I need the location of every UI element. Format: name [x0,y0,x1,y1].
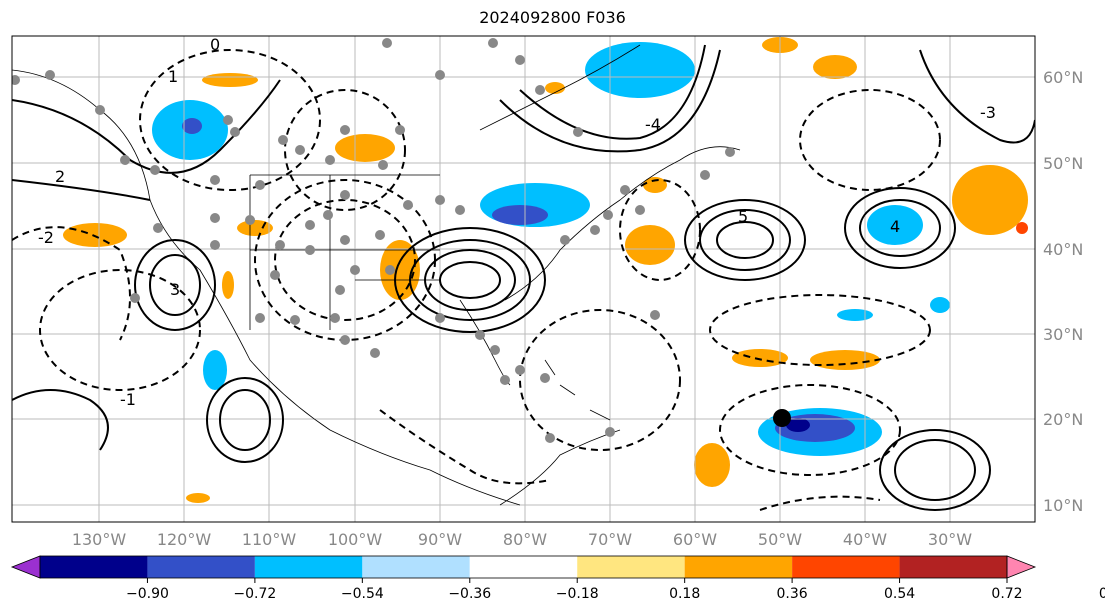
lon-label: 60°W [673,530,717,549]
shade-orange-east [952,165,1028,235]
colorbar-segment [684,556,793,578]
shade-orange-north [545,82,565,94]
shade-blue-mid [837,309,873,321]
contour-label: 3 [170,280,180,299]
colorbar-segment [469,556,578,578]
colorbar-tick-label: 0.36 [777,586,808,602]
colorbar-segment [577,556,685,578]
colorbar-ticks: −0.90 −0.72 −0.54 −0.36 −0.18 0.18 0.36 0.54 0.7… [126,578,1105,602]
contours-positive [12,44,1035,511]
contour-label: 1 [168,67,178,86]
contour-label: 4 [890,217,900,236]
shade-orange-nw [202,73,258,87]
colorbar-segment [362,556,470,578]
lon-label: 100°W [328,530,383,549]
colorbar-tick-label: −0.36 [448,586,491,602]
lon-label: 120°W [157,530,212,549]
shade-orange-sw [222,271,234,299]
contours-negative [12,49,941,511]
shade-blue-mid2 [930,297,950,313]
lon-axis: 130°W 120°W 110°W 100°W 90°W 80°W 70°W 6… [72,530,972,549]
colorbar-outline [39,555,1008,579]
shade-orange-atlantic2 [643,177,667,193]
colorbar-segment [147,556,255,578]
colorbar-segment [899,556,1007,578]
lon-label: 90°W [418,530,462,549]
shade-red-east [1016,222,1028,234]
colorbar-tick-label: 0.18 [669,586,700,602]
shade-orange-pacific2 [186,493,210,503]
colorbar-tick-label: −0.18 [556,586,599,602]
shade-navy-tropics [786,418,810,432]
coastlines [12,44,741,506]
shade-orange-rockies [237,220,273,236]
contour-label: 5 [738,207,748,226]
colorbar-segment [40,556,148,578]
lat-label: 10°N [1043,496,1083,515]
lat-label: 20°N [1043,410,1083,429]
colorbar-extend-high [1006,555,1037,579]
lat-label: 60°N [1043,68,1083,87]
colorbar-tick-label: −0.54 [341,586,384,602]
lat-axis: 60°N 50°N 40°N 30°N 20°N 10°N [1043,68,1083,515]
shade-orange-south [694,443,730,487]
contour-label: -3 [980,103,996,122]
shade-orange-mid [732,349,788,367]
contour-label: 0 [210,35,220,54]
station-dots [12,38,735,443]
storm-center-marker [773,409,791,427]
contour-label: -2 [38,228,54,247]
shade-deepblue-nw [182,118,202,134]
shade-blue-atlantic [867,205,923,245]
colorbar-tick-label: −0.72 [233,586,276,602]
colorbar-tick-label: 0.54 [884,586,915,602]
chart-title: 2024092800 F036 [479,8,626,27]
shade-blue-baja [203,350,227,390]
lon-label: 30°W [928,530,972,549]
lon-label: 130°W [72,530,127,549]
shade-orange-ne [813,55,857,79]
colorbar-tick-label: 0.90 [1099,586,1105,602]
map-frame [11,35,1036,523]
graticule [12,36,1035,522]
colorbar-tick-label: 0.72 [991,586,1022,602]
colorbar-segment [254,556,363,578]
contour-labels: 0 1 2 3 4 5 -1 -2 -3 -4 [38,35,996,409]
lon-label: 80°W [503,530,547,549]
colorbar-extend-low [10,555,41,579]
shade-deepblue-greatlakes [492,205,548,225]
contour-label: -4 [645,115,661,134]
shaded-regions [63,37,1028,503]
shade-orange-central [335,134,395,162]
colorbar-segment [792,556,900,578]
lon-label: 110°W [242,530,297,549]
shade-orange-atlantic [625,225,675,265]
colorbar [10,555,1037,579]
shade-orange-pacific [63,223,127,247]
lat-label: 40°N [1043,240,1083,259]
contour-label: -1 [120,390,136,409]
lon-label: 40°W [843,530,887,549]
contour-label: 2 [55,167,65,186]
shade-blue-north [585,42,695,98]
shade-orange-mid2 [810,350,880,370]
lat-label: 30°N [1043,325,1083,344]
lon-label: 70°W [588,530,632,549]
lon-label: 50°W [758,530,802,549]
colorbar-tick-label: −0.90 [126,586,169,602]
lat-label: 50°N [1043,154,1083,173]
